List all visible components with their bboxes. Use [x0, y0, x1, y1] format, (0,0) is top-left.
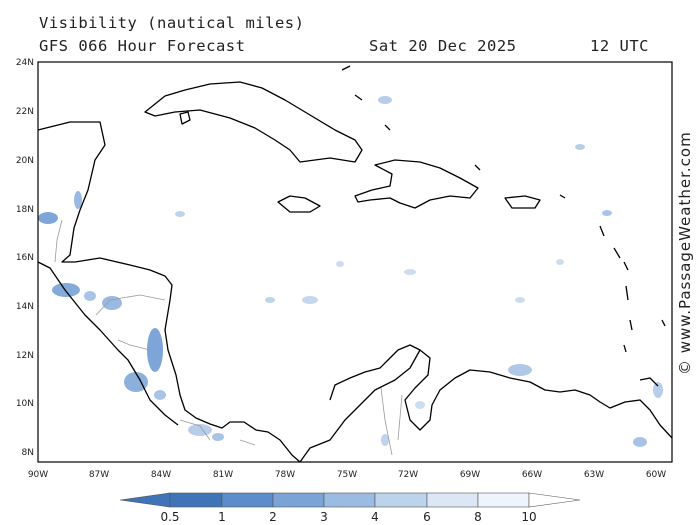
lat-label: 12N: [16, 351, 34, 361]
colorbar-label: 3: [320, 510, 328, 524]
lon-label: 78W: [275, 470, 295, 480]
colorbar-label: 10: [521, 510, 536, 524]
lat-label: 18N: [16, 205, 34, 215]
lat-label: 24N: [16, 58, 34, 68]
lon-label: 66W: [522, 470, 542, 480]
lon-label: 87W: [89, 470, 109, 480]
colorbar-labels: 0.5 1 2 3 4 6 8 10: [160, 510, 536, 524]
lat-label: 16N: [16, 253, 34, 263]
colorbar-segment: [221, 492, 274, 508]
lon-label: 75W: [337, 470, 357, 480]
colorbar-segment: [374, 492, 428, 508]
lat-label: 8N: [22, 448, 34, 458]
country-borders: [54, 219, 403, 456]
lon-label: 72W: [398, 470, 418, 480]
lon-label: 84W: [151, 470, 171, 480]
lat-label: 20N: [16, 156, 34, 166]
colorbar-label: 8: [474, 510, 482, 524]
visibility-patches: [38, 96, 663, 447]
forecast-model: GFS 066 Hour Forecast: [39, 37, 246, 55]
colorbar-segment: [323, 492, 376, 508]
colorbar-segment: [477, 492, 530, 508]
colorbar-label: 6: [423, 510, 431, 524]
colorbar: [119, 492, 581, 508]
lon-label: 63W: [584, 470, 604, 480]
lon-label: 81W: [213, 470, 233, 480]
lat-label: 10N: [16, 399, 34, 409]
coastlines: [37, 65, 673, 463]
colorbar-segment: [169, 492, 223, 508]
lon-label: 90W: [28, 470, 48, 480]
colorbar-segment: [426, 492, 479, 508]
forecast-time: 12 UTC: [590, 37, 649, 55]
colorbar-label: 1: [218, 510, 226, 524]
latitude-labels: 24N 22N 20N 18N 16N 14N 12N 10N 8N: [16, 58, 34, 458]
colorbar-arrow-right: [528, 492, 581, 508]
colorbar-label: 2: [269, 510, 277, 524]
map-frame: [37, 61, 673, 463]
copyright-credit: © www.PassageWeather.com: [676, 131, 694, 375]
colorbar-segment: [272, 492, 325, 508]
longitude-labels: 90W 87W 84W 81W 78W 75W 72W 69W 66W 63W …: [28, 470, 666, 480]
lon-label: 60W: [646, 470, 666, 480]
lat-label: 14N: [16, 302, 34, 312]
colorbar-label: 4: [371, 510, 379, 524]
lon-label: 69W: [460, 470, 480, 480]
lat-label: 22N: [16, 107, 34, 117]
colorbar-arrow-left: [119, 492, 171, 508]
colorbar-label: 0.5: [160, 510, 179, 524]
forecast-date: Sat 20 Dec 2025: [369, 37, 517, 55]
map-title: Visibility (nautical miles): [39, 14, 305, 32]
